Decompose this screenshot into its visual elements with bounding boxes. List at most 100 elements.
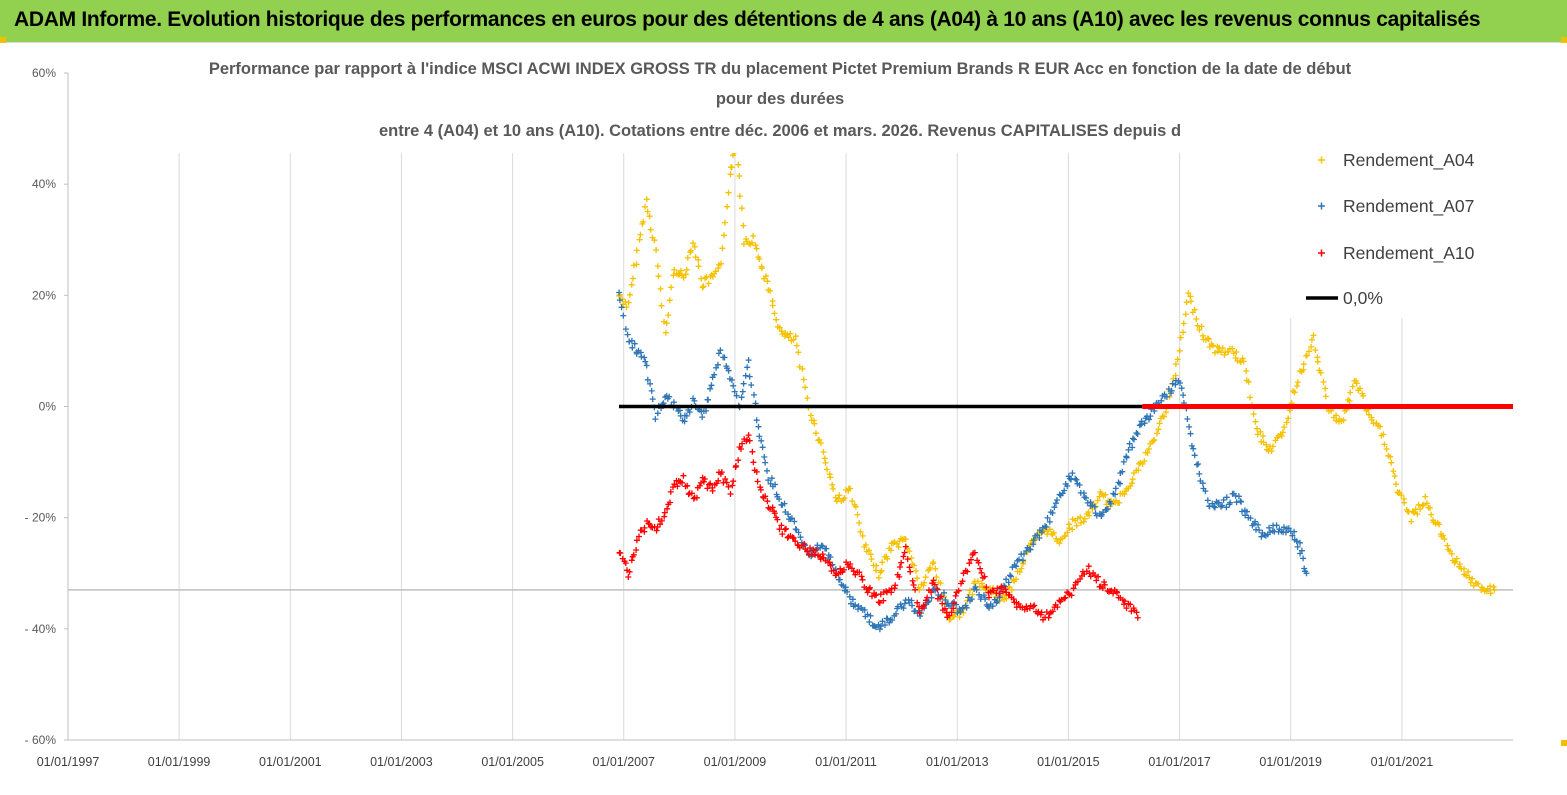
data-point xyxy=(1281,424,1288,431)
data-point xyxy=(1281,524,1287,531)
data-point xyxy=(721,232,727,239)
data-point xyxy=(1245,378,1252,385)
data-point xyxy=(699,284,706,291)
data-point xyxy=(1070,585,1077,592)
data-point xyxy=(1300,366,1307,373)
data-point xyxy=(690,240,696,247)
data-point xyxy=(977,565,984,572)
data-point xyxy=(1293,538,1300,545)
data-point xyxy=(1219,502,1226,509)
data-point xyxy=(1005,579,1012,586)
data-point xyxy=(666,393,673,400)
data-point xyxy=(910,562,917,569)
data-point xyxy=(895,544,902,550)
data-point xyxy=(633,537,640,544)
data-point xyxy=(628,557,635,564)
data-point xyxy=(1227,499,1234,506)
data-point xyxy=(1065,590,1072,597)
data-point xyxy=(928,589,935,596)
data-point xyxy=(966,587,973,594)
data-point xyxy=(1186,423,1193,430)
data-point xyxy=(1161,413,1167,420)
data-point xyxy=(1183,299,1190,306)
data-point xyxy=(1091,503,1098,510)
data-point xyxy=(994,585,1001,592)
data-point xyxy=(1101,579,1108,585)
data-point xyxy=(778,522,785,529)
data-point xyxy=(950,605,957,612)
data-point xyxy=(735,161,742,168)
data-point xyxy=(1225,348,1232,355)
data-point xyxy=(1102,491,1109,498)
data-point xyxy=(941,589,947,596)
data-point xyxy=(789,534,796,541)
y-tick-label: - 60% xyxy=(25,733,57,747)
data-point xyxy=(867,551,874,558)
data-point xyxy=(771,510,778,517)
data-point xyxy=(1095,573,1102,580)
data-point xyxy=(965,594,972,601)
data-point xyxy=(1387,453,1394,460)
data-point xyxy=(1116,499,1123,506)
data-point xyxy=(663,320,670,327)
data-point xyxy=(733,462,739,469)
data-point xyxy=(1390,468,1397,475)
data-point xyxy=(1042,523,1049,530)
data-point xyxy=(1254,425,1260,432)
data-point xyxy=(643,196,650,203)
data-point xyxy=(750,232,757,239)
data-point xyxy=(756,256,763,262)
chart-title-line: entre 4 (A04) et 10 ans (A10). Cotations… xyxy=(379,122,1181,140)
data-point xyxy=(849,596,856,603)
data-point xyxy=(1038,529,1045,536)
data-point xyxy=(622,326,629,333)
data-point xyxy=(1235,493,1242,500)
data-point xyxy=(1163,393,1170,400)
data-point xyxy=(1051,504,1058,511)
data-point xyxy=(778,328,785,335)
data-point xyxy=(1068,476,1074,483)
data-point xyxy=(719,245,726,252)
data-point xyxy=(1073,522,1080,529)
data-point xyxy=(628,337,635,344)
data-point xyxy=(636,533,642,540)
data-point xyxy=(875,599,882,606)
data-point xyxy=(957,609,964,615)
data-point xyxy=(1043,524,1050,530)
data-point xyxy=(818,542,825,549)
data-point xyxy=(852,601,859,608)
data-point xyxy=(1250,411,1257,418)
data-point xyxy=(642,358,649,365)
data-point xyxy=(884,555,891,562)
data-point xyxy=(1003,576,1010,583)
data-point xyxy=(878,623,884,629)
data-point xyxy=(1483,588,1490,595)
data-point xyxy=(691,397,698,404)
data-point xyxy=(820,449,827,455)
data-point xyxy=(1294,543,1301,550)
data-point xyxy=(776,526,783,533)
data-point xyxy=(847,561,854,567)
data-point xyxy=(709,487,716,494)
data-point xyxy=(879,618,886,625)
data-point xyxy=(688,247,694,254)
data-point xyxy=(649,396,656,403)
legend-background xyxy=(1290,138,1508,318)
data-point xyxy=(848,600,854,607)
data-point xyxy=(1247,394,1253,401)
x-tick-label: 01/01/1999 xyxy=(148,755,211,769)
data-point xyxy=(968,596,975,603)
data-point xyxy=(1084,499,1091,506)
data-point xyxy=(1013,576,1020,583)
data-point xyxy=(1091,572,1098,579)
data-point xyxy=(931,581,938,588)
data-point xyxy=(1131,436,1137,443)
data-point xyxy=(682,271,689,278)
data-point xyxy=(792,333,799,340)
data-point xyxy=(1475,580,1482,587)
data-point xyxy=(791,518,798,525)
data-point xyxy=(630,275,636,282)
data-point xyxy=(1085,563,1092,570)
data-point xyxy=(1007,573,1014,580)
data-point xyxy=(1285,525,1292,532)
